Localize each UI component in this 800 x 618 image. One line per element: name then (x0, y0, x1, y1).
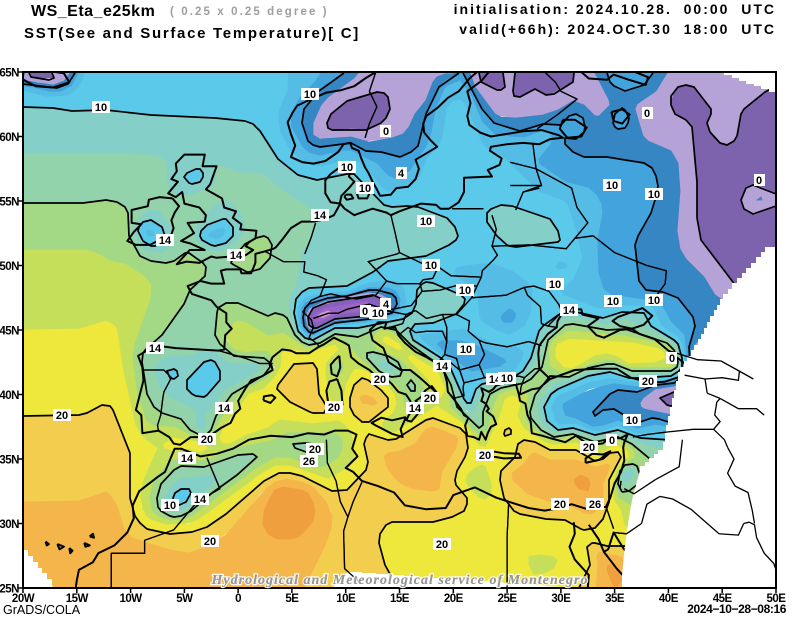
svg-text:55N: 55N (0, 197, 19, 209)
svg-text:14: 14 (159, 235, 172, 247)
svg-text:20: 20 (479, 450, 491, 462)
svg-text:10: 10 (95, 102, 107, 114)
svg-text:0: 0 (235, 593, 241, 605)
svg-text:20: 20 (309, 444, 321, 456)
svg-text:20: 20 (204, 536, 216, 548)
svg-text:10: 10 (549, 279, 561, 291)
svg-text:10: 10 (460, 344, 472, 356)
svg-text:WS_Eta_e25km: WS_Eta_e25km (31, 3, 155, 20)
svg-text:0: 0 (609, 435, 615, 447)
svg-text:0: 0 (756, 175, 762, 187)
svg-text:14: 14 (563, 305, 576, 317)
svg-text:20: 20 (583, 442, 595, 454)
svg-text:2024−10−28−08:16: 2024−10−28−08:16 (687, 602, 786, 616)
svg-text:25E: 25E (498, 593, 518, 605)
svg-text:10E: 10E (336, 593, 356, 605)
svg-text:5E: 5E (285, 593, 299, 605)
svg-text:20E: 20E (444, 593, 464, 605)
svg-text:20: 20 (201, 434, 213, 446)
svg-text:initialisation: 2024.10.28. 0: initialisation: 2024.10.28. 00:00 UTC (454, 1, 776, 17)
svg-text:10: 10 (164, 500, 176, 512)
svg-text:5W: 5W (176, 593, 193, 605)
svg-text:14: 14 (218, 403, 231, 415)
svg-text:10W: 10W (120, 593, 143, 605)
svg-text:Hydrological and Meteorologica: Hydrological and Meteorological service … (211, 573, 589, 588)
svg-text:10: 10 (606, 180, 618, 192)
svg-text:15W: 15W (66, 593, 89, 605)
svg-text:10: 10 (607, 296, 619, 308)
svg-text:30N: 30N (0, 519, 19, 531)
svg-text:65N: 65N (0, 68, 19, 80)
svg-text:0: 0 (362, 306, 368, 318)
svg-text:40N: 40N (0, 390, 19, 402)
svg-text:10: 10 (420, 216, 432, 228)
svg-text:20: 20 (424, 393, 436, 405)
svg-text:20: 20 (642, 376, 654, 388)
svg-text:60N: 60N (0, 132, 19, 144)
svg-text:10: 10 (372, 308, 384, 320)
svg-text:14: 14 (230, 250, 243, 262)
svg-text:0: 0 (383, 126, 389, 138)
svg-text:14: 14 (181, 453, 194, 465)
svg-text:10: 10 (304, 89, 316, 101)
svg-text:10: 10 (626, 415, 638, 427)
svg-text:50E: 50E (767, 593, 787, 605)
svg-text:10: 10 (648, 295, 660, 307)
svg-text:20: 20 (328, 402, 340, 414)
svg-text:14: 14 (149, 343, 162, 355)
svg-text:20: 20 (374, 374, 386, 386)
svg-text:26: 26 (589, 499, 601, 511)
svg-text:SST(See and Surface Temperatur: SST(See and Surface Temperature)[ C] (24, 25, 360, 42)
svg-text:26: 26 (303, 456, 315, 468)
svg-text:( 0.25 x 0.25 degree ): ( 0.25 x 0.25 degree ) (170, 6, 329, 18)
svg-text:15E: 15E (390, 593, 410, 605)
svg-text:14: 14 (314, 210, 327, 222)
svg-text:10: 10 (459, 285, 471, 297)
svg-text:45N: 45N (0, 326, 19, 338)
svg-text:40E: 40E (659, 593, 679, 605)
svg-text:14: 14 (194, 494, 207, 506)
svg-text:0: 0 (644, 108, 650, 120)
svg-text:45E: 45E (713, 593, 733, 605)
svg-text:20: 20 (436, 539, 448, 551)
svg-text:20: 20 (56, 410, 68, 422)
svg-text:valid(+66h): 2024.OCT.30 18:0: valid(+66h): 2024.OCT.30 18:00 UTC (459, 21, 776, 37)
svg-text:10: 10 (359, 183, 371, 195)
svg-text:10: 10 (341, 162, 353, 174)
svg-text:50N: 50N (0, 261, 19, 273)
svg-text:25N: 25N (0, 584, 19, 596)
svg-text:20: 20 (554, 499, 566, 511)
svg-text:10: 10 (648, 189, 660, 201)
svg-text:20W: 20W (12, 593, 35, 605)
svg-text:14: 14 (409, 403, 422, 415)
svg-text:4: 4 (398, 168, 405, 180)
svg-text:35N: 35N (0, 455, 19, 467)
svg-text:14: 14 (436, 361, 449, 373)
svg-text:10: 10 (501, 373, 513, 385)
svg-text:35E: 35E (605, 593, 625, 605)
svg-text:30E: 30E (551, 593, 571, 605)
svg-text:10: 10 (425, 260, 437, 272)
svg-text:GrADS/COLA: GrADS/COLA (3, 603, 81, 617)
svg-text:4: 4 (383, 299, 390, 311)
svg-text:Hydrological and Meteorologica: Hydrological and Meteorological service … (211, 573, 589, 588)
svg-text:0: 0 (669, 353, 675, 365)
